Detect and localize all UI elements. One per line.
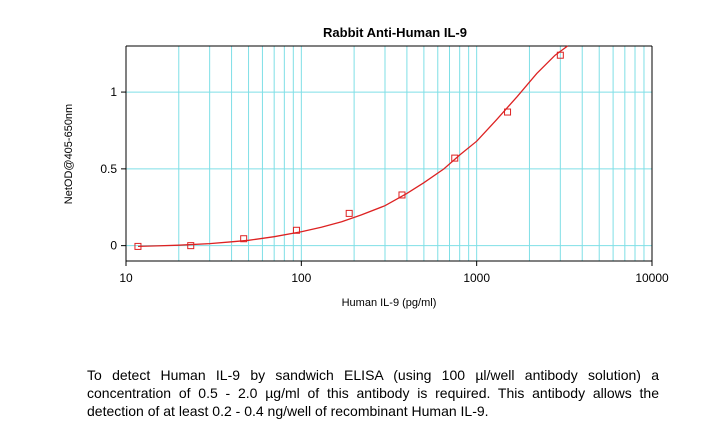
- x-tick-label: 100: [291, 271, 311, 285]
- x-tick-label: 10000: [635, 271, 669, 285]
- data-point: [504, 108, 512, 116]
- y-axis-label: NetOD@405-650nm: [63, 104, 75, 204]
- y-tick-label: 0.5: [100, 162, 117, 176]
- data-point: [292, 226, 300, 234]
- y-tick-label: 0: [110, 239, 117, 253]
- x-tick-label: 10: [119, 271, 133, 285]
- chart-title: Rabbit Anti-Human IL-9: [323, 25, 467, 40]
- caption-text: To detect Human IL-9 by sandwich ELISA (…: [87, 367, 659, 419]
- data-point: [345, 209, 353, 217]
- data-point: [240, 235, 248, 243]
- x-axis-label: Human IL-9 (pg/ml): [342, 297, 437, 309]
- grid: [126, 46, 652, 261]
- data-point: [134, 242, 142, 250]
- ticks: 10 100 1000 10000 0 0.5 1: [100, 85, 669, 285]
- data-point: [187, 242, 195, 250]
- data-markers: [134, 51, 564, 250]
- data-point: [451, 154, 459, 162]
- fit-curve: [137, 45, 568, 248]
- data-point: [556, 51, 564, 59]
- y-tick-label: 1: [110, 85, 117, 99]
- x-tick-label: 1000: [463, 271, 490, 285]
- data-point: [398, 191, 406, 199]
- chart: Rabbit Anti-Human IL-9 10 100 1000 10000 0 0.…: [63, 25, 669, 309]
